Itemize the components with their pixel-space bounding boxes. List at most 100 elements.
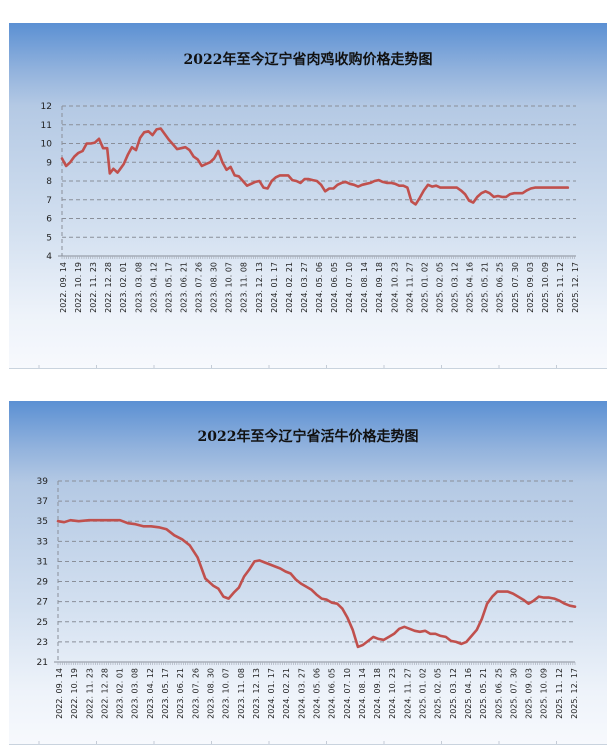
y-tick-label: 10	[41, 140, 53, 150]
x-tick-label: 2025. 11. 12	[555, 668, 564, 719]
cattle-price-chart: 2022年至今辽宁省活牛价格走势图 21 23 25 27 29 31 33 35 37 39 20…	[9, 401, 607, 745]
x-tick-label: 2023. 07. 26	[195, 262, 204, 313]
x-tick-label: 2023. 11. 08	[240, 262, 249, 313]
y-tick-label: 7	[46, 196, 52, 206]
x-tick-label: 2022. 12. 28	[100, 668, 109, 719]
y-tick-label: 25	[37, 618, 48, 628]
x-tick-label: 2023. 12. 13	[255, 262, 264, 313]
x-tick-label: 2024. 08. 14	[360, 262, 369, 313]
y-tick-label: 8	[46, 177, 52, 187]
x-tick-label: 2022. 09. 14	[59, 262, 68, 313]
x-tick-label: 2025. 07. 30	[511, 262, 520, 313]
x-tick-label: 2024. 11. 27	[403, 668, 412, 719]
x-tick-label: 2025. 09. 03	[525, 668, 534, 719]
x-tick-label: 2023. 04. 12	[149, 262, 158, 313]
x-tick-label: 2022. 10. 19	[70, 668, 79, 719]
x-tick-label: 2023. 10. 07	[225, 262, 234, 313]
chart-title: 2022年至今辽宁省活牛价格走势图	[197, 429, 419, 445]
chart-title: 2022年至今辽宁省肉鸡收购价格走势图	[183, 52, 433, 68]
x-tick-label: 2022. 10. 19	[74, 262, 83, 313]
x-tick-label: 2024. 06. 05	[328, 668, 337, 719]
panel-bottom-ticks	[38, 365, 557, 368]
x-tick-label: 2025. 01. 02	[420, 262, 429, 313]
x-tick-label: 2024. 08. 14	[358, 668, 367, 719]
x-tick-label: 2023. 10. 07	[222, 668, 231, 719]
x-tick-label: 2022. 11. 23	[89, 262, 98, 313]
x-tick-label: 2024. 11. 27	[405, 262, 414, 313]
x-tick-label: 2024. 01. 17	[267, 668, 276, 719]
x-tick-label: 2024. 05. 06	[313, 668, 322, 719]
x-tick-label: 2023. 08. 30	[206, 668, 215, 719]
x-tick-label: 2024. 10. 23	[388, 668, 397, 719]
price-line	[60, 127, 570, 206]
x-tick-label: 2025. 06. 25	[494, 668, 503, 719]
x-tick-label: 2025. 03. 12	[449, 668, 458, 719]
x-tick-label: 2023. 05. 17	[164, 262, 173, 313]
y-tick-label: 5	[46, 233, 52, 243]
x-tick-label: 2025. 11. 12	[556, 262, 565, 313]
x-minor-ticks	[57, 662, 576, 665]
x-tick-label: 2024. 10. 23	[390, 262, 399, 313]
y-tick-label: 11	[41, 121, 52, 131]
y-tick-label: 27	[37, 598, 48, 608]
x-tick-label: 2023. 04. 12	[146, 668, 155, 719]
x-tick-label: 2024. 06. 05	[330, 262, 339, 313]
x-tick-label: 2025. 07. 30	[509, 668, 518, 719]
x-tick-label: 2025. 06. 25	[496, 262, 505, 313]
x-tick-label: 2024. 02. 21	[285, 262, 294, 313]
x-tick-label: 2023. 05. 17	[161, 668, 170, 719]
cattle-price-plot: 21 23 25 27 29 31 33 35 37 39 2022. 09. 14 2022. 10…	[37, 477, 579, 744]
y-tick-label: 21	[37, 658, 48, 668]
x-minor-ticks	[61, 256, 575, 259]
x-tick-label: 2025. 02. 05	[435, 262, 444, 313]
x-tick-label: 2025. 03. 12	[451, 262, 460, 313]
x-tick-label: 2024. 05. 06	[315, 262, 324, 313]
y-tick-label: 6	[46, 215, 52, 225]
x-tick-label: 2022. 12. 28	[104, 262, 113, 313]
x-tick-label: 2023. 06. 21	[179, 262, 188, 313]
x-tick-label: 2023. 12. 13	[252, 668, 261, 719]
y-tick-label: 35	[37, 517, 48, 527]
y-tick-label: 29	[37, 578, 49, 588]
y-tick-label: 12	[41, 102, 52, 112]
y-tick-label: 9	[46, 158, 52, 168]
x-tick-label: 2025. 02. 05	[434, 668, 443, 719]
x-tick-label: 2024. 09. 18	[375, 262, 384, 313]
y-tick-label: 39	[37, 477, 49, 487]
x-tick-label: 2023. 11. 08	[237, 668, 246, 719]
x-tick-label: 2025. 10. 09	[540, 668, 549, 719]
x-tick-label: 2025. 05. 21	[479, 668, 488, 719]
y-tick-label: 4	[46, 252, 52, 262]
x-tick-label: 2025. 01. 02	[419, 668, 428, 719]
panel-bottom-ticks	[38, 741, 557, 744]
y-tick-label: 33	[37, 537, 48, 547]
price-line	[56, 518, 577, 649]
x-tick-label: 2023. 07. 26	[191, 668, 200, 719]
x-tick-label: 2025. 04. 16	[466, 262, 475, 313]
y-tick-label: 23	[37, 638, 48, 648]
x-tick-label: 2024. 07. 10	[343, 668, 352, 719]
x-tick-label: 2025. 09. 03	[526, 262, 535, 313]
x-tick-label: 2024. 03. 27	[297, 668, 306, 719]
x-tick-label: 2023. 03. 08	[131, 668, 140, 719]
x-tick-label: 2023. 02. 01	[116, 668, 125, 719]
x-tick-label: 2025. 10. 09	[541, 262, 550, 313]
x-tick-label: 2023. 03. 08	[134, 262, 143, 313]
y-tick-label: 37	[37, 497, 48, 507]
x-tick-label: 2025. 04. 16	[464, 668, 473, 719]
x-tick-label: 2023. 02. 01	[119, 262, 128, 313]
x-tick-label: 2022. 11. 23	[85, 668, 94, 719]
x-tick-label: 2025. 12. 17	[571, 262, 580, 313]
x-tick-label: 2024. 03. 27	[300, 262, 309, 313]
x-tick-label: 2024. 09. 18	[373, 668, 382, 719]
x-tick-label: 2024. 01. 17	[270, 262, 279, 313]
x-tick-label: 2024. 02. 21	[282, 668, 291, 719]
chicken-price-chart: 2022年至今辽宁省肉鸡收购价格走势图 4 5 6 7 8 9 10 11 12 2022. 09…	[9, 23, 607, 369]
chicken-price-plot: 4 5 6 7 8 9 10 11 12 2022. 09. 14 2022. 10. 19 2022…	[38, 102, 580, 368]
x-tick-label: 2024. 07. 10	[345, 262, 354, 313]
y-tick-label: 31	[37, 557, 48, 567]
x-tick-label: 2022. 09. 14	[55, 668, 64, 719]
x-tick-label: 2025. 12. 17	[570, 668, 579, 719]
x-tick-label: 2025. 05. 21	[481, 262, 490, 313]
x-tick-label: 2023. 06. 21	[176, 668, 185, 719]
